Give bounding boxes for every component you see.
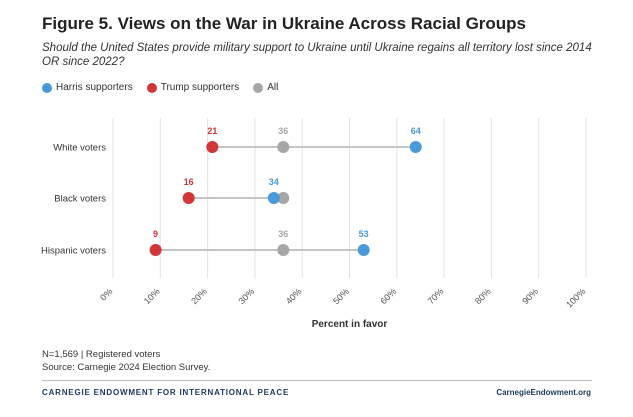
brand-name: CARNEGIE ENDOWMENT FOR INTERNATIONAL PEA…: [42, 388, 290, 397]
category-label: Black voters: [54, 194, 106, 205]
x-tick-label: 60%: [378, 286, 398, 306]
x-tick-label: 50%: [331, 286, 351, 306]
footnote: N=1,569 | Registered voters Source: Carn…: [42, 348, 210, 374]
x-tick-label: 10%: [142, 286, 162, 306]
category-label: White voters: [53, 143, 106, 154]
legend-item-trump: Trump supporters: [146, 82, 240, 93]
dot-trump: [206, 141, 219, 153]
category-label: Hispanic voters: [41, 246, 106, 257]
x-tick-label: 0%: [98, 286, 114, 302]
data-label-harris: 64: [411, 126, 421, 136]
chart-subtitle: Should the United States provide militar…: [42, 42, 592, 68]
x-tick-label: 40%: [284, 286, 304, 306]
data-label-harris: 53: [359, 229, 369, 239]
legend-item-all: All: [253, 82, 278, 93]
dot-trump: [149, 244, 162, 256]
x-tick-label: 70%: [426, 286, 446, 306]
data-label-harris: 34: [269, 177, 279, 187]
legend-label-harris: Harris supporters: [56, 82, 133, 93]
legend-dot-all: [253, 82, 264, 93]
legend-item-harris: Harris supporters: [42, 82, 133, 93]
footnote-sample: N=1,569 | Registered voters: [42, 349, 161, 360]
legend-dot-trump: [146, 82, 157, 93]
data-label-trump: 21: [207, 126, 217, 136]
dot-all: [277, 192, 290, 204]
x-tick-label: 100%: [564, 286, 587, 309]
dot-harris: [357, 244, 370, 256]
x-tick-label: 20%: [189, 286, 209, 306]
footer-divider: [42, 380, 592, 381]
data-label-trump: 9: [153, 229, 158, 239]
dot-trump: [182, 192, 195, 204]
legend-dot-harris: [42, 82, 52, 93]
x-tick-label: 30%: [237, 286, 257, 306]
data-label-all: 36: [278, 229, 288, 239]
x-axis-label: Percent in favor: [312, 319, 388, 330]
legend: Harris supporters Trump supporters All: [42, 82, 292, 93]
legend-label-trump: Trump supporters: [160, 82, 240, 93]
dot-all: [277, 141, 290, 153]
x-tick-label: 80%: [473, 286, 493, 306]
footnote-source: Source: Carnegie 2024 Election Survey.: [42, 362, 211, 373]
dot-harris: [409, 141, 422, 153]
brand-url[interactable]: CarnegieEndowment.org: [496, 388, 591, 397]
dot-harris: [267, 192, 280, 204]
data-label-trump: 16: [184, 177, 194, 187]
dot-all: [277, 244, 290, 256]
data-label-all: 36: [278, 126, 288, 136]
chart-title: Figure 5. Views on the War in Ukraine Ac…: [42, 14, 527, 33]
x-tick-label: 90%: [520, 286, 540, 306]
legend-label-all: All: [267, 82, 279, 93]
